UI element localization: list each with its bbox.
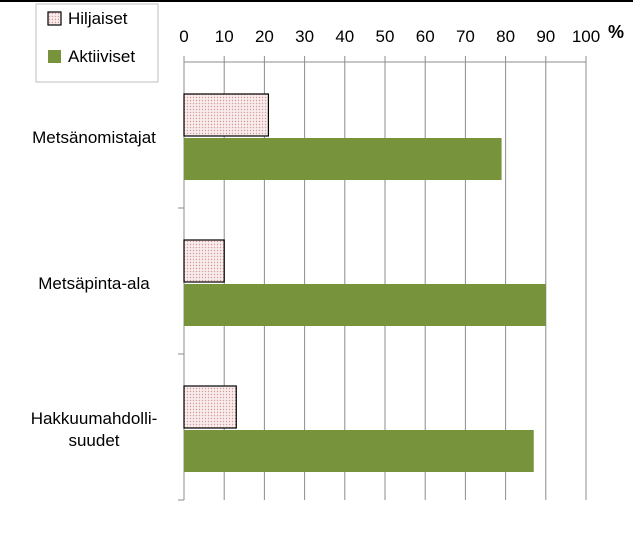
bar-hiljaiset-2 (183, 385, 237, 429)
bar-aktiiviset-2 (184, 430, 534, 472)
bar-aktiiviset-1 (184, 284, 546, 326)
x-tick-label: 90 (536, 27, 555, 46)
x-tick-label: 60 (416, 27, 435, 46)
category-label: suudet (68, 431, 119, 450)
category-label: Metsänomistajat (32, 128, 156, 147)
legend-swatch-hiljaiset (47, 11, 62, 26)
x-tick-label: 30 (295, 27, 314, 46)
x-tick-label: 50 (376, 27, 395, 46)
x-tick-label: 20 (255, 27, 274, 46)
category-label: Metsäpinta-ala (38, 274, 150, 293)
x-tick-label: 40 (335, 27, 354, 46)
x-tick-label: 10 (215, 27, 234, 46)
category-labels: Metsänomistajat Metsäpinta-ala Hakkuumahdo… (31, 128, 158, 450)
x-tick-label: 100 (572, 27, 600, 46)
bar-aktiiviset-0 (184, 138, 502, 180)
legend-swatch-aktiiviset (48, 50, 61, 63)
legend-label-hiljaiset: Hiljaiset (68, 9, 128, 28)
x-tick-label: 80 (496, 27, 515, 46)
x-tick-label: 0 (179, 27, 188, 46)
bar-hiljaiset-1 (183, 239, 225, 283)
x-tick-label: 70 (456, 27, 475, 46)
category-label: Hakkuumahdolli- (31, 409, 158, 428)
legend: Hiljaiset Aktiiviset (35, 3, 159, 83)
axes (178, 56, 587, 501)
bar-hiljaiset-0 (183, 93, 270, 137)
legend-label-aktiiviset: Aktiiviset (68, 47, 135, 66)
unit-label: % (608, 22, 624, 42)
x-tick-labels: 0 10 20 30 40 50 60 70 80 90 100 (179, 27, 600, 46)
bars (183, 93, 546, 472)
